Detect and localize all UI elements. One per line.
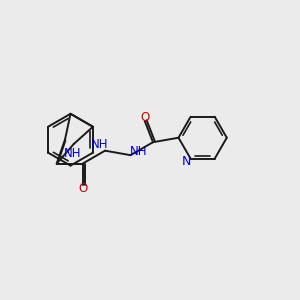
Text: NH: NH bbox=[64, 147, 81, 160]
Text: NH: NH bbox=[130, 145, 148, 158]
Text: O: O bbox=[78, 182, 87, 195]
Text: O: O bbox=[140, 111, 149, 124]
Text: N: N bbox=[182, 155, 191, 168]
Text: NH: NH bbox=[91, 138, 109, 151]
